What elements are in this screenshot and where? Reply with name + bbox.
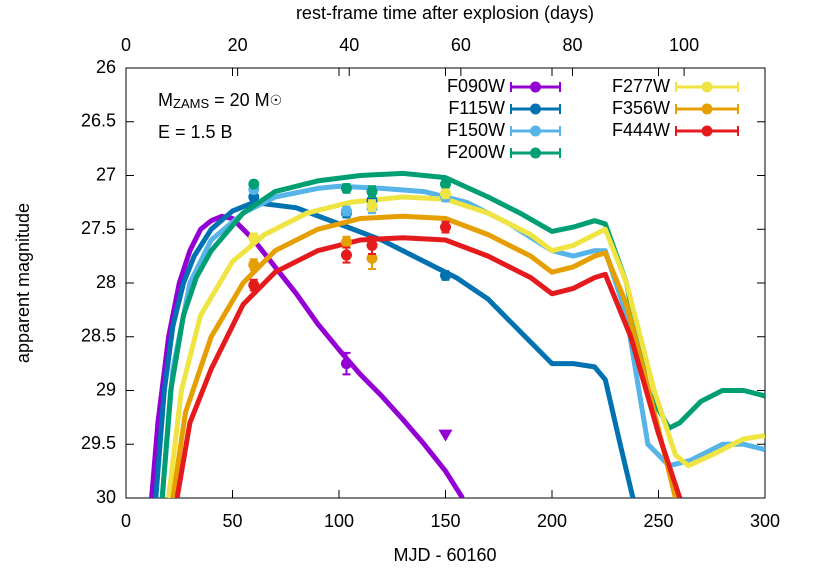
- data-point: [340, 205, 352, 217]
- legend-label: F277W: [612, 76, 670, 96]
- data-point: [366, 186, 378, 198]
- annotation-part: E = 1.5 B: [158, 122, 233, 142]
- annotation: E = 1.5 B: [158, 122, 233, 142]
- x2-tick-label: 0: [121, 35, 131, 55]
- x2-tick-label: 60: [451, 35, 471, 55]
- data-point: [366, 252, 378, 264]
- data-point: [440, 178, 451, 190]
- model-curve: [170, 213, 678, 498]
- legend-label: F115W: [448, 98, 505, 118]
- x-tick-label: 250: [643, 511, 673, 531]
- x2-tick-label: 40: [339, 35, 359, 55]
- data-point: [248, 259, 260, 271]
- data-point: [248, 178, 260, 190]
- y-tick-label: 30: [96, 487, 116, 507]
- y-tick-label: 29.5: [81, 433, 116, 453]
- data-point: [248, 191, 260, 203]
- data-point: [440, 221, 451, 233]
- annotation-part: = 20 M: [209, 90, 270, 110]
- legend-marker: [701, 125, 713, 137]
- model-curve: [174, 235, 683, 498]
- y-tick-label: 28: [96, 272, 116, 292]
- x2-axis-label: rest-frame time after explosion (days): [296, 3, 594, 23]
- upper-limit: [438, 429, 453, 442]
- y-tick-label: 29: [96, 379, 116, 399]
- x-tick-label: 100: [324, 511, 354, 531]
- x-tick-label: 200: [537, 511, 567, 531]
- y-tick-label: 27.5: [81, 218, 116, 238]
- annotation: MZAMS = 20 M☉: [158, 90, 282, 112]
- x2-tick-label: 100: [669, 35, 699, 55]
- y-axis-label: apparent magnitude: [13, 203, 33, 363]
- legend-label: F444W: [612, 120, 670, 140]
- legend-label: F356W: [612, 98, 670, 118]
- x-tick-label: 0: [121, 511, 131, 531]
- legend-marker: [530, 147, 541, 159]
- legend-label: F150W: [447, 120, 505, 140]
- legend-label: F200W: [447, 142, 505, 162]
- data-point: [340, 358, 352, 370]
- legend-marker: [530, 103, 541, 115]
- legend-marker: [701, 81, 713, 93]
- model-curve: [159, 170, 765, 498]
- y-tick-label: 26: [96, 57, 116, 77]
- y-tick-label: 27: [96, 164, 116, 184]
- data-point: [340, 182, 352, 194]
- data-point: [248, 232, 260, 244]
- model-curve: [166, 194, 765, 498]
- data-point: [440, 269, 451, 281]
- legend-marker: [530, 81, 541, 93]
- annotation-part: ZAMS: [173, 96, 209, 111]
- x-tick-label: 150: [430, 511, 460, 531]
- plot-area: [149, 170, 765, 498]
- y-tick-label: 28.5: [81, 326, 116, 346]
- model-curve: [149, 213, 465, 498]
- data-point: [440, 188, 451, 200]
- legend-label: F090W: [447, 76, 505, 96]
- x-axis-label: MJD - 60160: [393, 545, 496, 565]
- data-point: [366, 200, 378, 212]
- legend-marker: [701, 103, 713, 115]
- data-point: [340, 236, 352, 248]
- data-point: [340, 249, 352, 261]
- x2-tick-label: 20: [228, 35, 248, 55]
- x2-tick-label: 80: [562, 35, 582, 55]
- legend-marker: [530, 125, 541, 137]
- x-tick-label: 50: [222, 511, 242, 531]
- x-tick-label: 300: [750, 511, 780, 531]
- data-point: [366, 239, 378, 251]
- y-tick-label: 26.5: [81, 111, 116, 131]
- annotation-part: M: [158, 90, 173, 110]
- annotation-part: ☉: [270, 92, 283, 108]
- data-point: [248, 279, 260, 291]
